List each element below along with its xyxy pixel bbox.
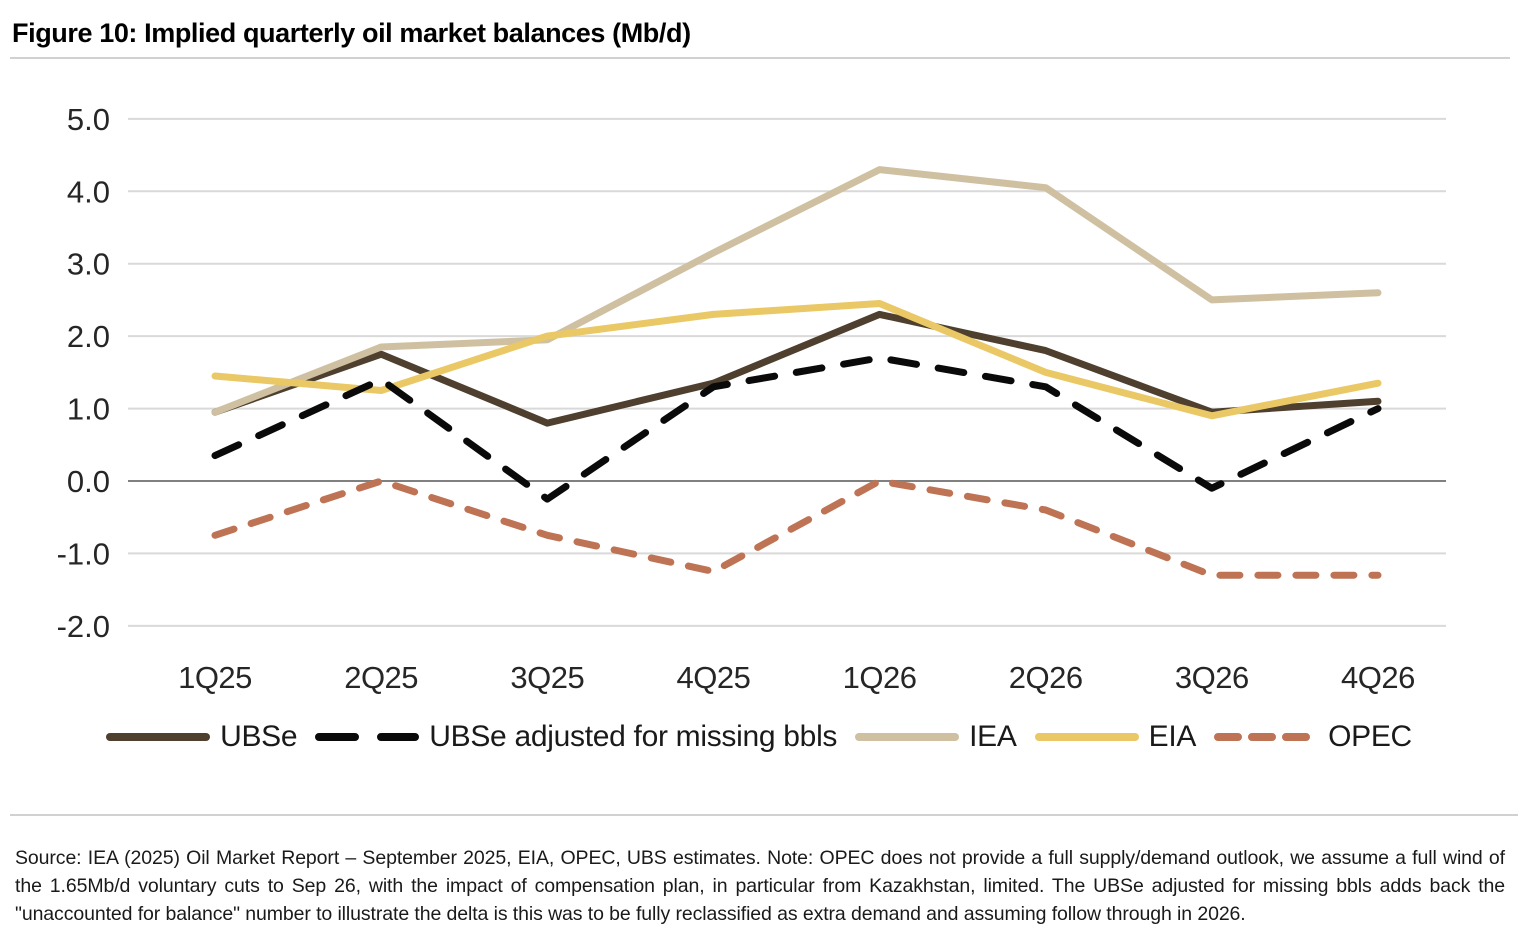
legend-item: UBSe (106, 720, 298, 754)
footer-divider (10, 814, 1518, 816)
legend-label: UBSe adjusted for missing bbls (429, 720, 838, 753)
x-tick-label: 1Q26 (843, 660, 917, 695)
legend-item: UBSe adjusted for missing bbls (315, 720, 837, 754)
legend-label: UBSe (220, 720, 298, 753)
figure-title: Figure 10: Implied quarterly oil market … (12, 18, 691, 48)
y-tick-label: 0.0 (67, 464, 110, 499)
y-tick-label: 4.0 (67, 174, 110, 209)
y-tick-label: -1.0 (57, 536, 110, 571)
line-chart: 5.0 4.0 3.0 2.0 1.0 0.0 -1.0 -2.0 1Q25 2Q25 3Q25 4Q… (57, 102, 1446, 695)
y-tick-label: -2.0 (57, 609, 110, 644)
y-tick-label: 2.0 (67, 319, 110, 354)
y-tick-label: 1.0 (67, 392, 110, 427)
x-tick-label: 4Q26 (1341, 660, 1415, 695)
legend-label: EIA (1148, 720, 1197, 753)
legend-item: EIA (1034, 720, 1197, 754)
x-tick-label: 2Q25 (344, 660, 418, 695)
legend-label: IEA (969, 720, 1017, 753)
legend-swatch-icon (1214, 733, 1319, 741)
series-line-iea (211, 166, 1382, 416)
legend-item: OPEC (1214, 720, 1412, 754)
series-line-opec (211, 477, 1382, 579)
x-tick-label: 3Q26 (1175, 660, 1249, 695)
y-tick-label: 3.0 (67, 247, 110, 282)
legend-label: OPEC (1328, 720, 1412, 753)
x-tick-label: 4Q25 (676, 660, 750, 695)
legend-swatch-icon (106, 733, 211, 741)
legend-swatch-icon (315, 733, 420, 741)
series-line-ubse (211, 310, 1382, 427)
source-note: Source: IEA (2025) Oil Market Report – S… (15, 846, 1505, 925)
chart-legend: UBSe UBSe adjusted for missing bbls IEA EIA… (0, 720, 1518, 754)
x-tick-label: 3Q25 (510, 660, 584, 695)
x-tick-label: 2Q26 (1009, 660, 1083, 695)
y-tick-label: 5.0 (67, 102, 110, 137)
series-line-eia (211, 300, 1382, 420)
series-line-ubse (211, 354, 1382, 503)
legend-item: IEA (855, 720, 1017, 754)
legend-swatch-icon (1034, 733, 1139, 741)
legend-swatch-icon (855, 733, 960, 741)
title-divider (10, 57, 1510, 59)
x-tick-label: 1Q25 (178, 660, 252, 695)
